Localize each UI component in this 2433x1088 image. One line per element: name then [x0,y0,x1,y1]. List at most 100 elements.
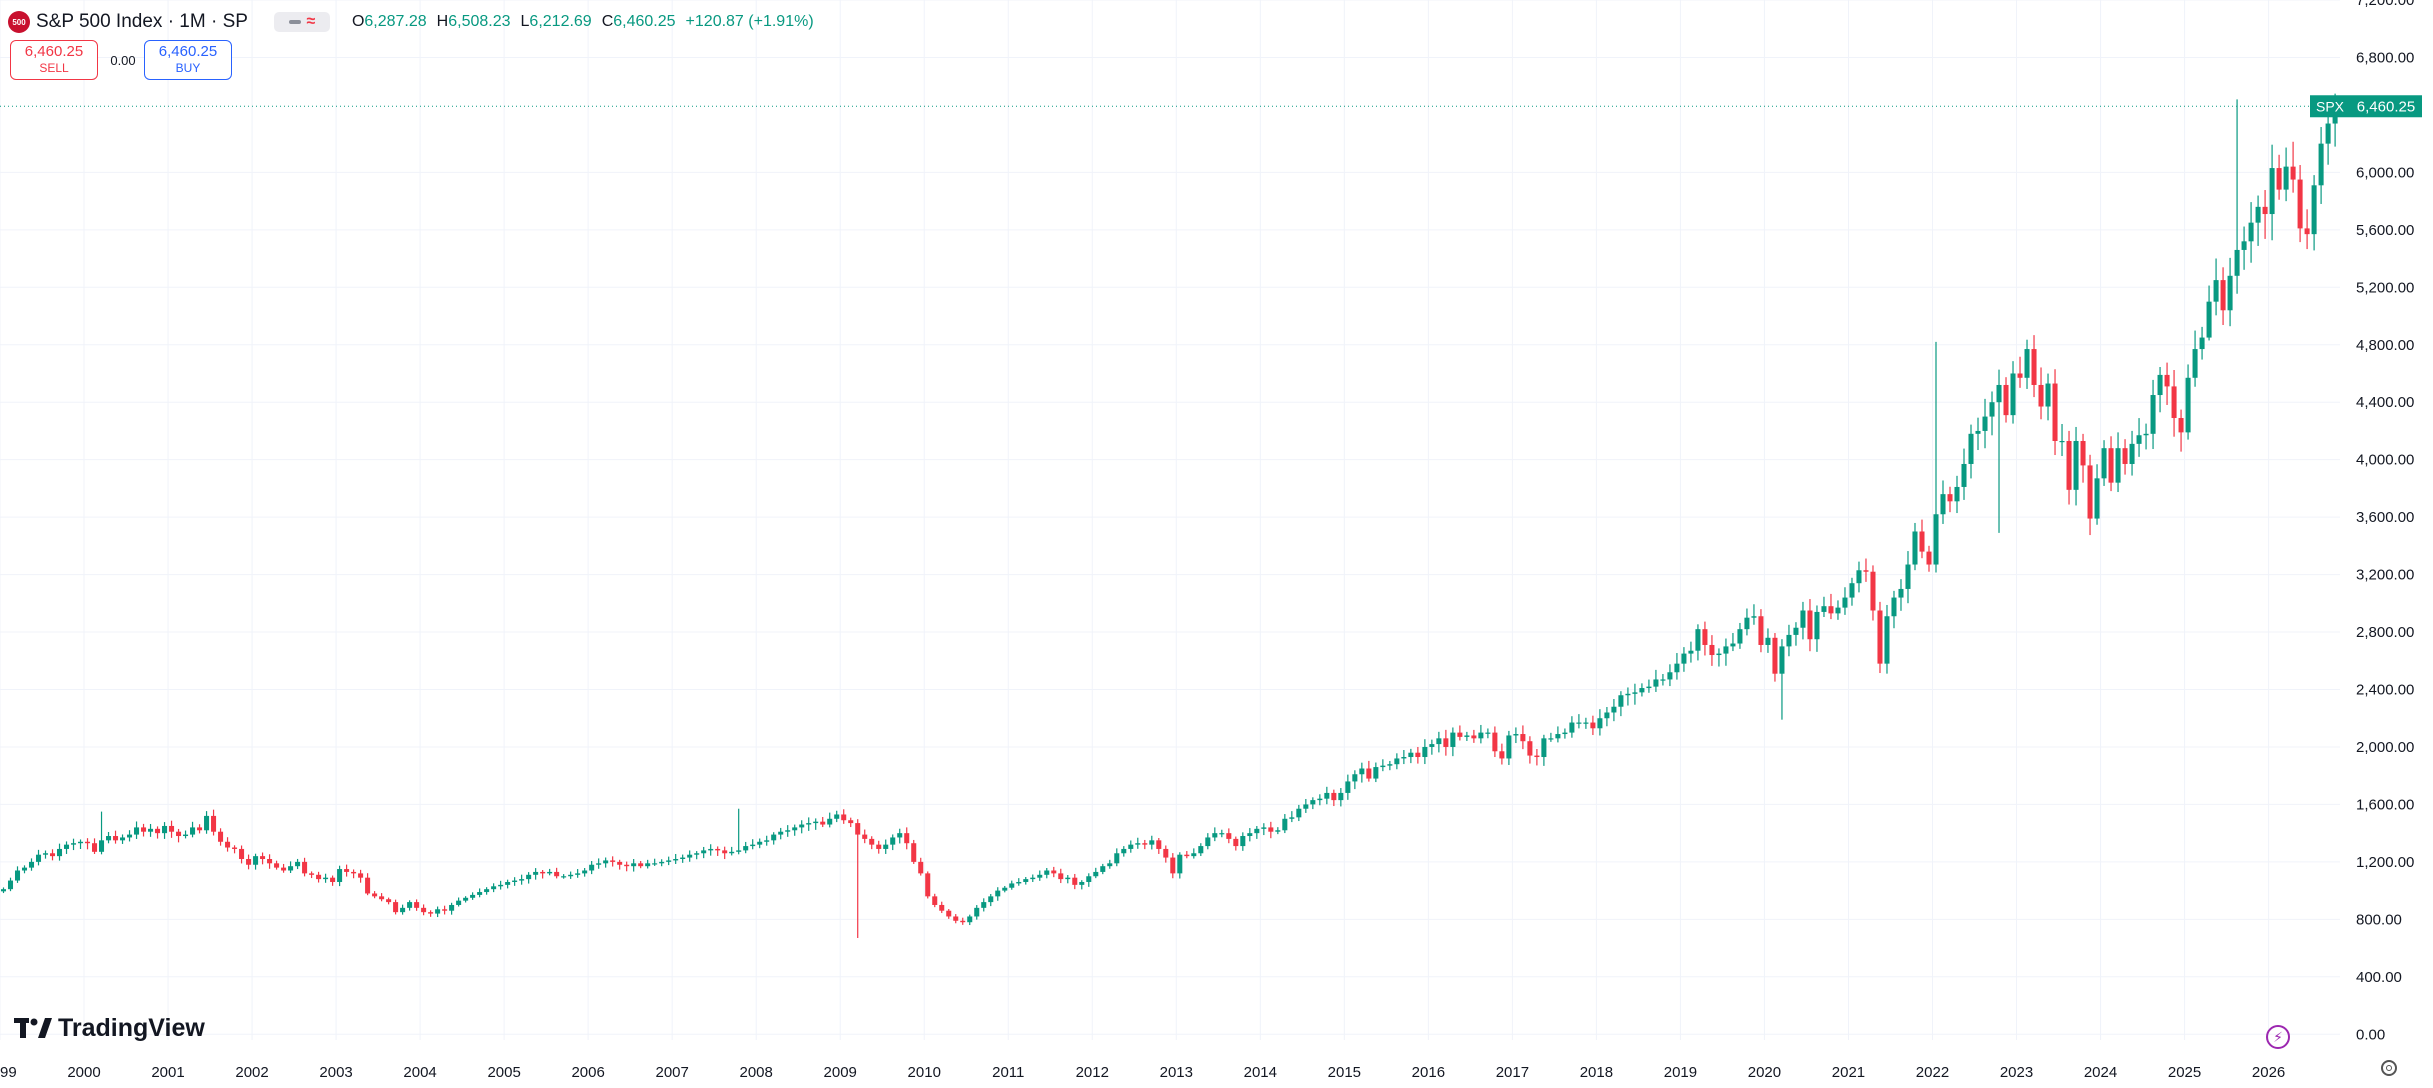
candle-body[interactable] [498,884,504,887]
candle-body[interactable] [442,909,448,911]
candle-body[interactable] [2115,448,2121,483]
candle-body[interactable] [1037,874,1043,878]
time-axis[interactable]: 1999 2000 2001 2002 2003 2004 2005 2006 2007 2008… [0,1064,2285,1081]
candle-body[interactable] [1660,679,1666,681]
candle-body[interactable] [1506,735,1512,759]
candle-body[interactable] [869,838,875,845]
candle-body[interactable] [1611,706,1617,713]
candle-body[interactable] [1079,881,1085,885]
candle-body[interactable] [428,912,434,914]
candle-body[interactable] [2101,448,2107,479]
candle-body[interactable] [1191,853,1197,857]
candle-body[interactable] [1625,693,1631,696]
candle-body[interactable] [680,857,686,860]
candle-body[interactable] [56,848,63,857]
candle-body[interactable] [589,864,595,871]
candle-body[interactable] [575,873,581,875]
candle-body[interactable] [1758,616,1764,645]
candle-body[interactable] [1793,627,1799,635]
candle-body[interactable] [1604,712,1610,719]
candle-body[interactable] [568,874,574,877]
candle-body[interactable] [974,907,980,917]
candle-body[interactable] [855,823,861,835]
candle-body[interactable] [176,831,182,837]
candle-body[interactable] [2031,349,2037,385]
candle-body[interactable] [799,824,805,828]
candle-body[interactable] [778,831,784,835]
candle-body[interactable] [1674,663,1680,673]
candle-body[interactable] [1219,833,1225,835]
candle-body[interactable] [1387,764,1393,766]
candle-body[interactable] [1457,732,1463,737]
candle-body[interactable] [1303,804,1309,809]
candle-body[interactable] [1177,854,1183,874]
candle-body[interactable] [2199,337,2205,350]
candle-body[interactable] [1233,838,1239,847]
candle-body[interactable] [1541,738,1547,758]
candle-body[interactable] [848,820,854,824]
candle-body[interactable] [1667,672,1673,680]
candle-body[interactable] [1359,768,1365,775]
candle-body[interactable] [1653,679,1659,687]
candle-body[interactable] [505,881,511,885]
candle-body[interactable] [1968,433,1974,464]
candle-body[interactable] [70,843,77,845]
candle-body[interactable] [1184,854,1190,857]
candle-body[interactable] [1247,833,1253,837]
candle-body[interactable] [1513,734,1519,736]
candle-body[interactable] [897,833,903,838]
candle-body[interactable] [2276,168,2282,190]
candle-body[interactable] [708,848,714,851]
candle-body[interactable] [162,825,168,834]
candle-body[interactable] [904,833,910,844]
candle-body[interactable] [2017,373,2023,378]
candle-body[interactable] [1695,629,1701,651]
gear-icon[interactable] [2381,1060,2397,1076]
candle-body[interactable] [232,847,238,849]
candle-body[interactable] [260,856,266,860]
candle-body[interactable] [1975,430,1981,434]
candle-body[interactable] [1835,607,1841,614]
candle-body[interactable] [1100,866,1106,872]
candle-body[interactable] [49,853,56,857]
candle-body[interactable] [911,843,917,862]
candle-body[interactable] [1051,870,1057,874]
candle-body[interactable] [1548,738,1554,740]
candle-body[interactable] [1905,564,1911,589]
candle-body[interactable] [1170,857,1176,874]
candle-body[interactable] [1891,597,1897,617]
candle-body[interactable] [2311,185,2317,235]
candle-body[interactable] [407,902,413,908]
candle-body[interactable] [246,859,252,865]
candle-body[interactable] [1926,551,1932,565]
candle-body[interactable] [92,843,98,852]
candle-body[interactable] [1807,610,1813,640]
candle-body[interactable] [1317,798,1323,801]
candle-body[interactable] [365,877,371,894]
candle-body[interactable] [1471,735,1477,739]
candle-body[interactable] [358,873,364,878]
candle-body[interactable] [1947,494,1953,502]
candle-body[interactable] [288,866,294,871]
candle-body[interactable] [309,873,315,875]
candle-body[interactable] [526,874,532,880]
symbol-title[interactable]: S&P 500 Index · 1M · SP [36,11,248,32]
candle-body[interactable] [274,863,280,868]
candle-body[interactable] [1954,486,1960,502]
candle-body[interactable] [2220,280,2226,311]
candle-body[interactable] [218,831,224,842]
candle-body[interactable] [2136,435,2142,444]
candle-body[interactable] [1023,879,1029,882]
candle-body[interactable] [2045,383,2051,407]
candle-body[interactable] [722,850,728,854]
candle-body[interactable] [554,871,560,877]
candle-body[interactable] [1275,830,1281,832]
candle-body[interactable] [876,844,882,849]
candle-body[interactable] [491,886,497,890]
candle-body[interactable] [1898,588,1904,598]
candle-body[interactable] [2269,168,2275,215]
candle-body[interactable] [701,850,707,854]
candle-body[interactable] [169,825,175,832]
candle-body[interactable] [14,870,21,881]
candle-body[interactable] [1408,752,1414,758]
